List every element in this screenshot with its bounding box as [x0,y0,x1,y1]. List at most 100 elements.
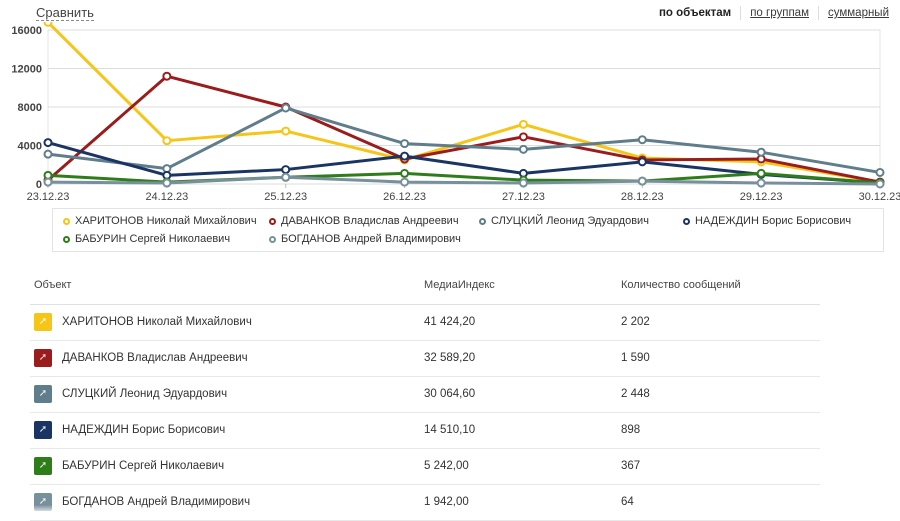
view-by-groups-tab[interactable]: по группам [740,6,818,20]
compare-link[interactable]: Сравнить [36,5,94,21]
table-row[interactable]: ➚ БОГДАНОВ Андрей Владимирович 1 942,00 64 [30,485,820,521]
data-point [43,138,53,148]
legend-label: ДАВАНКОВ Владислав Андреевич [281,215,459,227]
legend-item[interactable]: БОГДАНОВ Андрей Владимирович [269,233,461,245]
data-point [43,177,53,187]
data-point [875,179,885,189]
series-line [47,175,881,186]
series-line [46,22,881,184]
legend-marker [63,217,70,225]
chart-legend: ХАРИТОНОВ Николай Михайлович ДАВАНКОВ Вла… [52,208,884,252]
object-color-swatch: ➚ [34,313,52,331]
header-media-index: МедиаИндекс [424,279,495,291]
table-header: Объект МедиаИндекс Количество сообщений [30,268,820,305]
series-line [47,141,881,185]
objects-table: Объект МедиаИндекс Количество сообщений … [30,268,820,521]
data-point [756,168,766,178]
pin-icon: ➚ [38,496,48,507]
table-row[interactable]: ➚ БАБУРИН Сергей Николаевич 5 242,00 367 [30,449,820,485]
pin-icon: ➚ [38,424,48,435]
media-index-value: 5 242,00 [424,460,469,472]
data-point [637,135,647,145]
table-row[interactable]: ➚ СЛУЦКИЙ Леонид Эдуардович 30 064,60 2 448 [30,377,820,413]
object-name[interactable]: СЛУЦКИЙ Леонид Эдуардович [62,388,228,400]
y-tick-label: 8000 [18,102,42,114]
data-point [400,168,410,178]
object-name[interactable]: НАДЕЖДИН Борис Борисович [62,424,226,436]
legend-item[interactable]: ХАРИТОНОВ Николай Михайлович [63,215,257,227]
object-name[interactable]: ДАВАНКОВ Владислав Андреевич [62,352,248,364]
messages-count-value: 2 202 [621,316,650,328]
x-tick-label: 29.12.23 [740,191,783,203]
data-point [756,178,766,188]
header-object: Объект [34,279,72,291]
data-point [637,176,647,186]
media-index-value: 41 424,20 [424,316,476,328]
data-point [756,147,766,157]
x-tick-label: 23.12.23 [27,191,70,203]
data-point [875,167,885,177]
table-row[interactable]: ➚ ДАВАНКОВ Владислав Андреевич 32 589,20 1 … [30,341,820,377]
x-tick-label: 28.12.23 [621,191,664,203]
object-color-swatch: ➚ [34,349,52,367]
media-index-value: 14 510,10 [424,424,476,436]
object-color-swatch: ➚ [34,457,52,475]
media-index-value: 30 064,60 [424,388,476,400]
x-tick-label: 27.12.23 [502,191,545,203]
pin-icon: ➚ [38,352,48,363]
data-point [400,139,410,149]
table-row[interactable]: ➚ ХАРИТОНОВ Николай Михайлович 41 424,20 2 … [30,305,820,341]
messages-count-value: 2 448 [621,388,650,400]
data-point [281,165,291,175]
data-point [162,178,172,188]
legend-label: НАДЕЖДИН Борис Борисович [695,215,852,227]
object-color-swatch: ➚ [34,421,52,439]
legend-item[interactable]: ДАВАНКОВ Владислав Андреевич [269,215,459,227]
data-point [162,71,172,81]
header-messages: Количество сообщений [621,279,741,291]
pin-icon: ➚ [38,316,48,327]
table-row[interactable]: ➚ НАДЕЖДИН Борис Борисович 14 510,10 898 [30,413,820,449]
data-point [400,177,410,187]
view-summary-tab[interactable]: суммарный [817,6,898,20]
legend-marker [269,235,276,243]
data-point [518,119,528,129]
legend-marker [269,217,276,225]
data-point [400,151,410,161]
legend-label: ХАРИТОНОВ Николай Михайлович [75,215,257,227]
legend-marker [63,235,70,243]
data-point [518,144,528,154]
data-point [281,126,291,136]
data-point [518,132,528,142]
y-tick-label: 12000 [11,64,42,76]
data-point [43,149,53,159]
x-tick-label: 30.12.23 [859,191,900,203]
data-point [162,136,172,146]
x-tick-label: 26.12.23 [383,191,426,203]
bottom-fade [0,505,900,513]
legend-label: СЛУЦКИЙ Леонид Эдуардович [491,215,649,227]
object-name[interactable]: БАБУРИН Сергей Николаевич [62,460,225,472]
pin-icon: ➚ [38,388,48,399]
legend-label: БАБУРИН Сергей Николаевич [75,233,231,245]
x-tick-label: 25.12.23 [264,191,307,203]
line-chart: 0 4000 8000 12000 16000 23.12.23 24.12.23 25.12… [11,22,900,203]
y-tick-label: 16000 [11,25,42,37]
series-line [47,106,881,174]
data-point [637,157,647,167]
messages-count-value: 367 [621,460,641,472]
legend-item[interactable]: БАБУРИН Сергей Николаевич [63,233,230,245]
view-by-objects-tab[interactable]: по объектам [658,7,732,19]
object-color-swatch: ➚ [34,385,52,403]
y-tick-label: 0 [36,179,42,191]
media-index-value: 32 589,20 [424,352,476,364]
messages-count-value: 898 [621,424,641,436]
legend-item[interactable]: НАДЕЖДИН Борис Борисович [683,215,851,227]
data-point [281,103,291,113]
data-point [43,22,53,27]
y-tick-label: 4000 [18,141,42,153]
object-name[interactable]: ХАРИТОНОВ Николай Михайлович [62,316,252,328]
legend-item[interactable]: СЛУЦКИЙ Леонид Эдуардович [479,215,649,227]
pin-icon: ➚ [38,460,48,471]
x-tick-label: 24.12.23 [145,191,188,203]
